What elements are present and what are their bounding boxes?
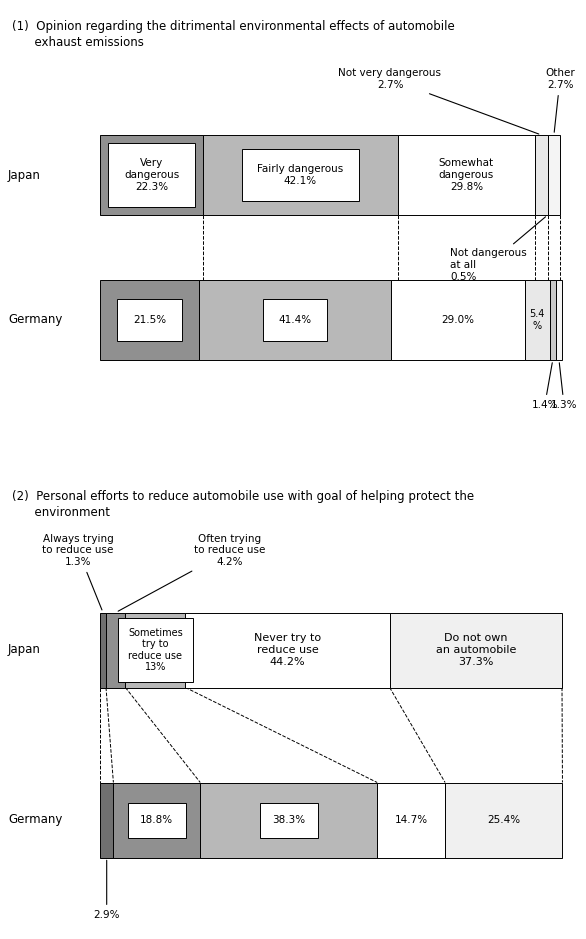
- Text: Germany: Germany: [8, 314, 62, 327]
- Bar: [377, 782, 445, 857]
- Text: 41.4%: 41.4%: [278, 315, 312, 325]
- Text: 18.8%: 18.8%: [140, 815, 173, 825]
- Bar: [100, 782, 114, 857]
- Text: 1.4%: 1.4%: [532, 362, 558, 410]
- Text: exhaust emissions: exhaust emissions: [12, 36, 144, 49]
- Text: Not dangerous
at all
0.5%: Not dangerous at all 0.5%: [450, 217, 546, 282]
- Bar: [200, 782, 377, 857]
- Text: 1.3%: 1.3%: [551, 362, 577, 410]
- Text: 25.4%: 25.4%: [487, 815, 520, 825]
- Text: (2)  Personal efforts to reduce automobile use with goal of helping protect the: (2) Personal efforts to reduce automobil…: [12, 490, 474, 503]
- Bar: [100, 135, 203, 215]
- Bar: [125, 612, 186, 687]
- Text: Somewhat
dangerous
29.8%: Somewhat dangerous 29.8%: [439, 159, 494, 192]
- Bar: [556, 280, 562, 360]
- Bar: [391, 280, 524, 360]
- Bar: [445, 782, 563, 857]
- Bar: [114, 782, 200, 857]
- Bar: [535, 135, 548, 215]
- Text: Do not own
an automobile
37.3%: Do not own an automobile 37.3%: [435, 634, 516, 667]
- Text: Not very dangerous
2.7%: Not very dangerous 2.7%: [339, 69, 539, 134]
- Bar: [550, 280, 556, 360]
- Text: 14.7%: 14.7%: [394, 815, 428, 825]
- Bar: [548, 135, 560, 215]
- Text: 21.5%: 21.5%: [133, 315, 166, 325]
- Text: 38.3%: 38.3%: [272, 815, 305, 825]
- Bar: [186, 612, 390, 687]
- Bar: [203, 135, 397, 215]
- Text: Always trying
to reduce use
1.3%: Always trying to reduce use 1.3%: [42, 533, 114, 610]
- Text: Never try to
reduce use
44.2%: Never try to reduce use 44.2%: [254, 634, 321, 667]
- Text: (1)  Opinion regarding the ditrimental environmental effects of automobile: (1) Opinion regarding the ditrimental en…: [12, 20, 455, 33]
- Text: 2.9%: 2.9%: [93, 860, 120, 920]
- Bar: [100, 280, 199, 360]
- Bar: [100, 612, 106, 687]
- Text: 29.0%: 29.0%: [441, 315, 474, 325]
- Text: Sometimes
try to
reduce use
13%: Sometimes try to reduce use 13%: [128, 627, 183, 672]
- Bar: [199, 280, 391, 360]
- Text: Often trying
to reduce use
4.2%: Often trying to reduce use 4.2%: [118, 533, 265, 611]
- Text: Germany: Germany: [8, 813, 62, 826]
- Bar: [106, 612, 125, 687]
- Bar: [524, 280, 550, 360]
- Text: Japan: Japan: [8, 643, 41, 656]
- Bar: [390, 612, 562, 687]
- Text: Fairly dangerous
42.1%: Fairly dangerous 42.1%: [257, 164, 343, 186]
- Bar: [397, 135, 535, 215]
- Text: Very
dangerous
22.3%: Very dangerous 22.3%: [124, 159, 179, 192]
- Text: Other
2.7%: Other 2.7%: [545, 69, 575, 132]
- Text: 5.4
%: 5.4 %: [529, 309, 545, 331]
- Text: Japan: Japan: [8, 168, 41, 181]
- Text: environment: environment: [12, 506, 110, 519]
